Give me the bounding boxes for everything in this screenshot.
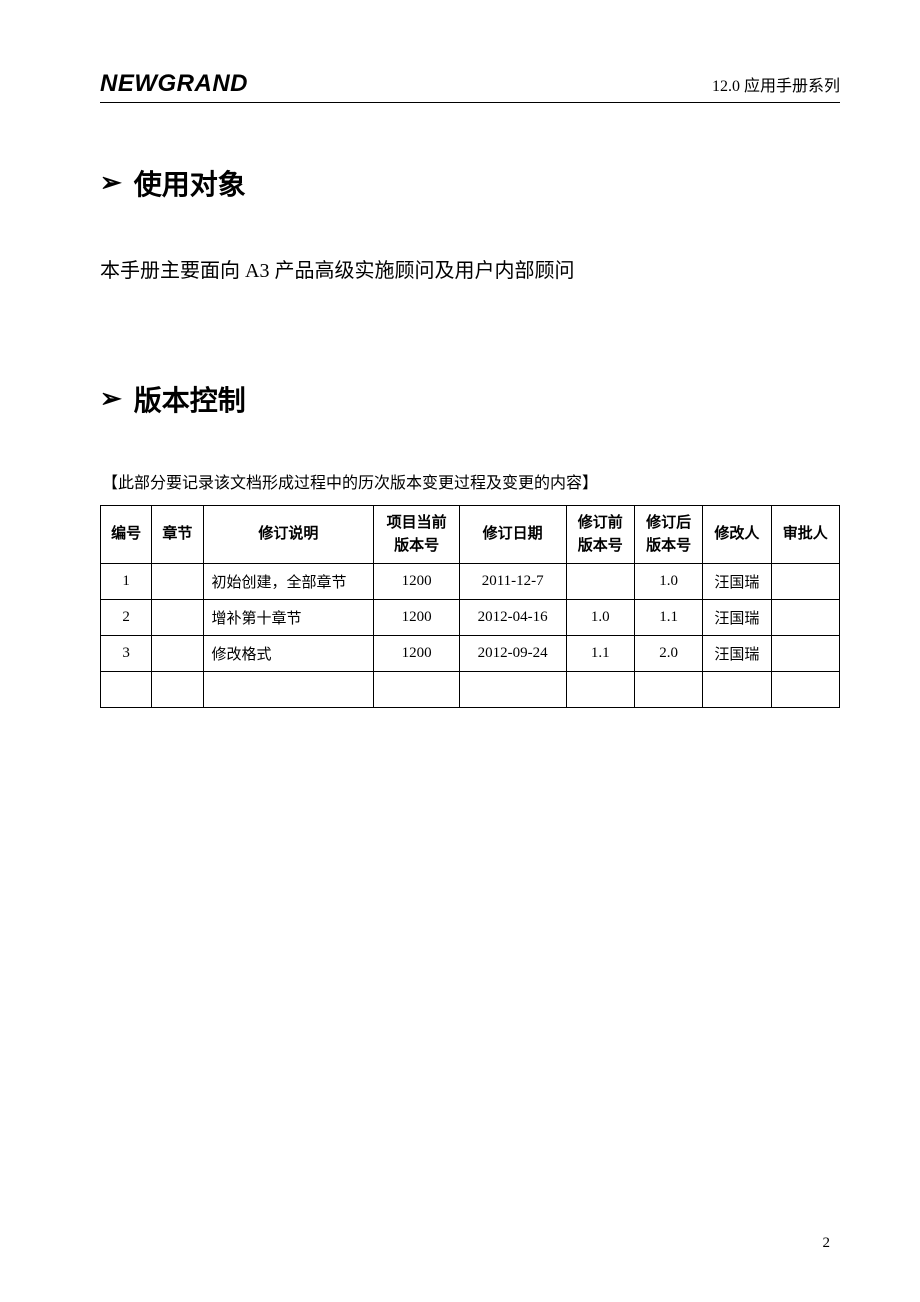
cell-approver: [771, 564, 839, 600]
cell-modifier: 汪国瑞: [703, 564, 771, 600]
col-header-id: 编号: [101, 506, 152, 564]
cell-desc: 初始创建，全部章节: [203, 564, 374, 600]
cell-before: [566, 564, 634, 600]
page-header: NEWGRAND 12.0 应用手册系列: [100, 70, 840, 103]
cell-before: [566, 672, 634, 708]
col-header-chapter: 章节: [152, 506, 203, 564]
cell-before: 1.1: [566, 636, 634, 672]
col-header-before: 修订前版本号: [566, 506, 634, 564]
col-header-date: 修订日期: [459, 506, 566, 564]
col-header-desc: 修订说明: [203, 506, 374, 564]
document-page: NEWGRAND 12.0 应用手册系列 ➢ 使用对象 本手册主要面向 A3 产…: [0, 0, 920, 758]
cell-date: 2012-04-16: [459, 600, 566, 636]
cell-projver: 1200: [374, 636, 459, 672]
section1-body-text: 本手册主要面向 A3 产品高级实施顾问及用户内部顾问: [100, 253, 840, 289]
cell-modifier: 汪国瑞: [703, 600, 771, 636]
version-control-table: 编号 章节 修订说明 项目当前版本号 修订日期 修订前版本号 修订后版本号 修改…: [100, 505, 840, 708]
cell-desc: 修改格式: [203, 636, 374, 672]
table-row: [101, 672, 840, 708]
page-number: 2: [823, 1235, 831, 1252]
arrow-bullet-icon: ➢: [100, 168, 122, 198]
cell-date: 2012-09-24: [459, 636, 566, 672]
section2-heading: ➢ 版本控制: [100, 379, 840, 419]
cell-desc: [203, 672, 374, 708]
cell-after: 2.0: [634, 636, 702, 672]
cell-projver: 1200: [374, 564, 459, 600]
cell-modifier: 汪国瑞: [703, 636, 771, 672]
cell-date: [459, 672, 566, 708]
section2-note-text: 【此部分要记录该文档形成过程中的历次版本变更过程及变更的内容】: [102, 469, 840, 493]
logo-text: NEWGRAND: [100, 70, 248, 98]
col-header-projver: 项目当前版本号: [374, 506, 459, 564]
section1-heading: ➢ 使用对象: [100, 163, 840, 203]
cell-id: 3: [101, 636, 152, 672]
cell-projver: [374, 672, 459, 708]
cell-approver: [771, 636, 839, 672]
cell-desc: 增补第十章节: [203, 600, 374, 636]
section2-title: 版本控制: [134, 379, 246, 419]
cell-projver: 1200: [374, 600, 459, 636]
cell-after: 1.1: [634, 600, 702, 636]
cell-id: 1: [101, 564, 152, 600]
header-series-text: 12.0 应用手册系列: [712, 72, 840, 96]
table-row: 3 修改格式 1200 2012-09-24 1.1 2.0 汪国瑞: [101, 636, 840, 672]
col-header-after: 修订后版本号: [634, 506, 702, 564]
col-header-modifier: 修改人: [703, 506, 771, 564]
table-body: 1 初始创建，全部章节 1200 2011-12-7 1.0 汪国瑞 2 增补第…: [101, 564, 840, 708]
cell-after: 1.0: [634, 564, 702, 600]
cell-id: [101, 672, 152, 708]
cell-before: 1.0: [566, 600, 634, 636]
cell-chapter: [152, 672, 203, 708]
section1-title: 使用对象: [134, 163, 246, 203]
cell-chapter: [152, 600, 203, 636]
cell-chapter: [152, 636, 203, 672]
table-row: 1 初始创建，全部章节 1200 2011-12-7 1.0 汪国瑞: [101, 564, 840, 600]
cell-date: 2011-12-7: [459, 564, 566, 600]
arrow-bullet-icon: ➢: [100, 384, 122, 414]
cell-approver: [771, 600, 839, 636]
cell-chapter: [152, 564, 203, 600]
table-row: 2 增补第十章节 1200 2012-04-16 1.0 1.1 汪国瑞: [101, 600, 840, 636]
col-header-approver: 审批人: [771, 506, 839, 564]
cell-id: 2: [101, 600, 152, 636]
cell-approver: [771, 672, 839, 708]
cell-after: [634, 672, 702, 708]
cell-modifier: [703, 672, 771, 708]
table-header-row: 编号 章节 修订说明 项目当前版本号 修订日期 修订前版本号 修订后版本号 修改…: [101, 506, 840, 564]
